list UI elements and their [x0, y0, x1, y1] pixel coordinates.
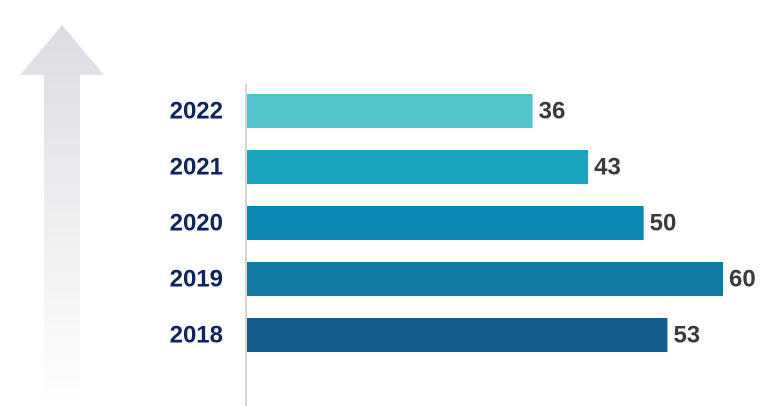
category-label-2020: 2020	[170, 210, 223, 237]
category-label-2021: 2021	[170, 154, 223, 181]
value-label-2019: 60	[729, 266, 756, 293]
bar-2021	[247, 150, 589, 184]
bar-2022	[247, 94, 533, 128]
bar-2018	[247, 318, 668, 352]
up-arrow-icon	[20, 25, 104, 406]
bar-2020	[247, 206, 644, 240]
category-label-2019: 2019	[170, 266, 223, 293]
bar-2019	[247, 262, 723, 296]
value-label-2022: 36	[539, 98, 566, 125]
category-label-2022: 2022	[170, 98, 223, 125]
value-label-2018: 53	[673, 322, 700, 349]
value-label-2020: 50	[650, 210, 677, 237]
category-label-2018: 2018	[170, 322, 223, 349]
value-label-2021: 43	[594, 154, 621, 181]
